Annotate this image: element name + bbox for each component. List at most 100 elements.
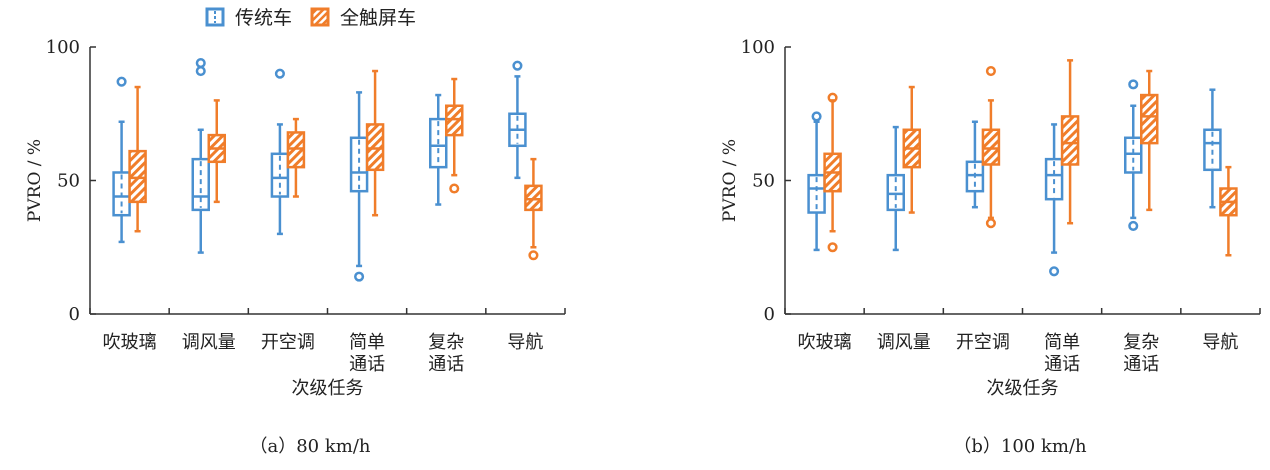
y-tick-label: 50 [57, 171, 80, 192]
category-label: 开空调 [956, 332, 1010, 353]
box-traditional-1 [112, 76, 131, 244]
outlier-point [811, 111, 822, 122]
category-label: 导航 [507, 332, 543, 353]
category-label-line: 简单 [1044, 332, 1080, 353]
box-touchscreen-6 [524, 157, 543, 261]
y-tick-label: 0 [764, 304, 775, 325]
category-label: 吹玻璃 [798, 332, 852, 353]
chart-caption: （a）80 km/h [250, 436, 371, 457]
category-label-line: 通话 [349, 354, 385, 375]
outlier-point [195, 57, 206, 69]
outlier-point [195, 65, 206, 77]
category-label-line: 复杂 [1123, 332, 1159, 353]
x-axis-label: 次级任务 [987, 378, 1059, 399]
box-body [445, 104, 464, 137]
category-label: 调风量 [877, 332, 931, 353]
category-label: 吹玻璃 [103, 332, 157, 353]
box-traditional-4 [349, 91, 369, 282]
outlier-point [528, 250, 539, 261]
category-label: 调风量 [182, 332, 236, 353]
y-tick-label: 0 [69, 304, 80, 325]
box-body [191, 157, 210, 212]
legend-label-traditional: 传统车 [235, 7, 293, 29]
box-touchscreen-2 [207, 99, 226, 204]
outlier-point [354, 271, 365, 282]
outlier-point [827, 92, 838, 103]
category-label-line: 导航 [1202, 332, 1238, 353]
category-label-line: 调风量 [877, 332, 931, 353]
category-label: 复杂通话 [1123, 332, 1159, 375]
category-label: 复杂通话 [428, 332, 464, 375]
outlier-point [1128, 220, 1139, 231]
box-touchscreen-1 [823, 92, 842, 253]
box-touchscreen-5 [1140, 69, 1159, 212]
box-traditional-3 [270, 68, 290, 236]
category-label: 导航 [1202, 332, 1238, 353]
y-tick-label: 100 [46, 37, 80, 58]
category-label-line: 简单 [349, 332, 385, 353]
legend: 传统车 全触屏车 [205, 3, 434, 30]
y-axis-label: PVRO / % [25, 139, 45, 222]
box-body [1124, 136, 1143, 174]
box-body [807, 173, 826, 214]
chart-caption: （b）100 km/h [953, 436, 1087, 457]
outlier-point [985, 65, 996, 77]
box-body [524, 184, 543, 212]
box-touchscreen-1 [128, 85, 147, 233]
outlier-point [985, 218, 996, 229]
category-label-line: 通话 [1044, 354, 1080, 375]
box-traditional-2 [191, 57, 210, 254]
category-label-line: 吹玻璃 [103, 332, 157, 353]
legend-item-traditional: 传统车 [205, 3, 292, 30]
x-axis-label: 次级任务 [292, 378, 364, 399]
legend-item-touchscreen: 全触屏车 [310, 3, 416, 30]
box-body [286, 131, 306, 169]
box-body [365, 123, 385, 172]
category-label-line: 通话 [1123, 354, 1159, 375]
box-body [128, 149, 147, 204]
category-label-line: 调风量 [182, 332, 236, 353]
box-body [1140, 93, 1159, 145]
box-traditional-3 [965, 120, 985, 209]
box-traditional-6 [1203, 88, 1222, 209]
category-label-line: 复杂 [428, 332, 464, 353]
y-axis-label: PVRO / % [720, 139, 740, 222]
outlier-point [274, 68, 285, 79]
box-touchscreen-6 [1219, 165, 1238, 257]
outlier-point [449, 183, 460, 194]
box-body [981, 128, 1001, 166]
box-touchscreen-4 [1060, 59, 1080, 225]
category-label: 简单通话 [1044, 332, 1080, 375]
category-label-line: 吹玻璃 [798, 332, 852, 353]
legend-swatch-touchscreen [310, 7, 330, 26]
box-traditional-2 [886, 125, 905, 252]
y-tick-label: 50 [752, 171, 775, 192]
category-label-line: 开空调 [956, 332, 1010, 353]
box-traditional-5 [429, 93, 448, 206]
category-label-line: 开空调 [261, 332, 315, 353]
box-traditional-1 [807, 111, 826, 252]
box-touchscreen-5 [445, 77, 464, 194]
category-label: 开空调 [261, 332, 315, 353]
box-body [1060, 115, 1080, 166]
legend-swatch-traditional [205, 7, 225, 26]
outlier-point [827, 242, 838, 253]
outlier-point [1049, 266, 1060, 277]
box-body [349, 136, 369, 193]
category-label-line: 导航 [507, 332, 543, 353]
box-touchscreen-4 [365, 69, 385, 217]
outlier-point [116, 76, 127, 87]
legend-label-touchscreen: 全触屏车 [340, 7, 417, 29]
outlier-point [1128, 79, 1139, 90]
category-label: 简单通话 [349, 332, 385, 375]
box-touchscreen-2 [902, 85, 921, 214]
box-body [886, 173, 905, 212]
box-traditional-6 [508, 60, 527, 180]
y-tick-label: 100 [741, 37, 775, 58]
box-touchscreen-3 [981, 65, 1001, 229]
box-touchscreen-3 [286, 117, 306, 198]
box-traditional-4 [1044, 123, 1064, 277]
